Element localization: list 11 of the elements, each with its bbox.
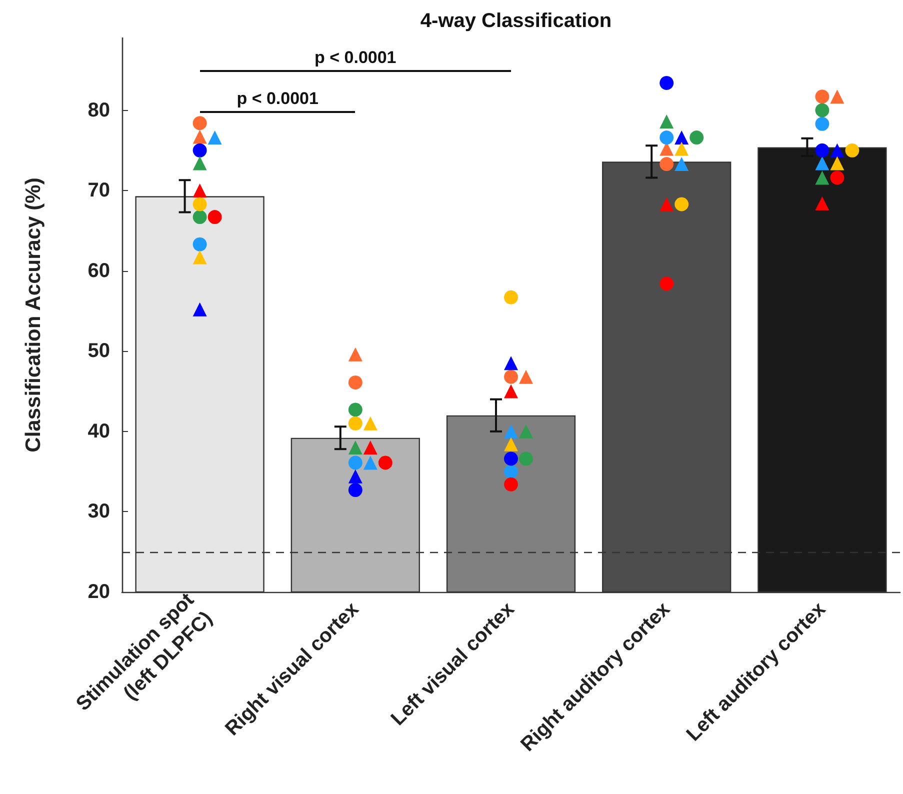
y-tick-label: 30 xyxy=(88,500,110,523)
annotation: p < 0.0001 xyxy=(236,89,318,109)
y-tick-label: 80 xyxy=(88,99,110,122)
y-tick-label: 60 xyxy=(88,260,110,282)
y-tick-label: 20 xyxy=(88,581,110,603)
annotation: p < 0.0001 xyxy=(314,48,396,68)
y-tick-label: 40 xyxy=(88,420,110,442)
y-tick-label: 70 xyxy=(88,180,110,202)
y-tick-label: 50 xyxy=(88,340,110,362)
chart-title: 4-way Classification xyxy=(420,10,612,32)
y-axis-title: Classification Accuracy (%) xyxy=(22,178,45,452)
